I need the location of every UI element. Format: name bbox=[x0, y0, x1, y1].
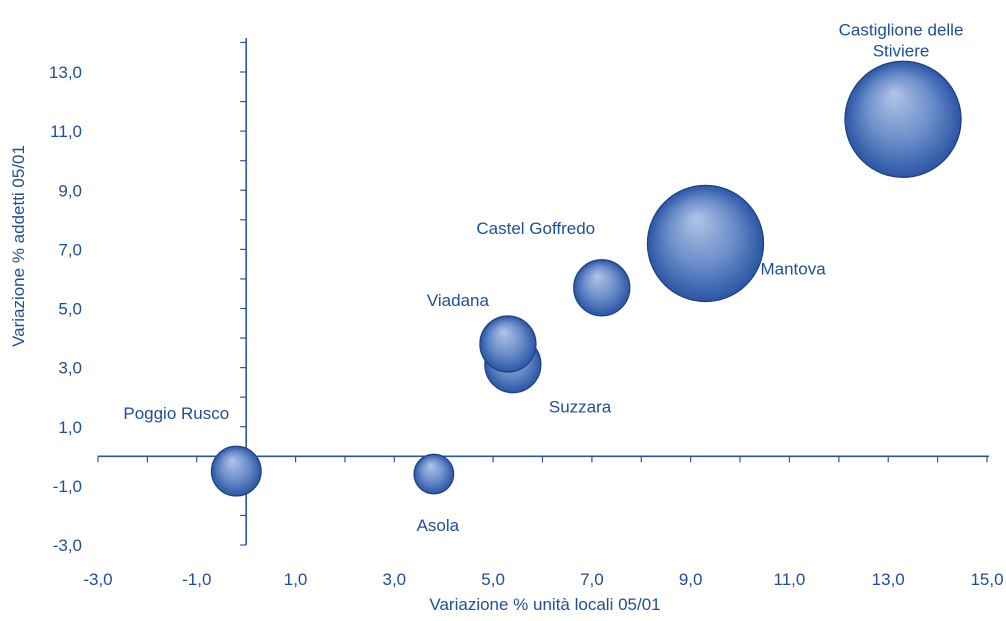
x-tick-label: -3,0 bbox=[83, 570, 112, 589]
bubble-label: Mantova bbox=[760, 259, 826, 278]
x-tick-label: 9,0 bbox=[679, 570, 703, 589]
y-tick-label: 13,0 bbox=[49, 63, 82, 82]
x-tick-label: 5,0 bbox=[481, 570, 505, 589]
y-tick-label: 9,0 bbox=[58, 181, 82, 200]
bubble-poggio-rusco bbox=[210, 445, 262, 497]
bubbles bbox=[210, 60, 962, 497]
bubble-castiglione-delle-stiviere bbox=[844, 60, 962, 178]
x-tick-label: 3,0 bbox=[383, 570, 407, 589]
x-tick-labels: -3,0 -1,0 1,0 3,0 5,0 7,0 9,0 11,0 13,0 15,0 bbox=[83, 570, 1003, 589]
x-tick-label: 13,0 bbox=[872, 570, 905, 589]
y-tick-label: 1,0 bbox=[58, 418, 82, 437]
y-tick-label: 7,0 bbox=[58, 240, 82, 259]
bubble-label: Castiglione delle Stiviere bbox=[839, 20, 964, 60]
y-axis-label: Variazione % addetti 05/01 bbox=[9, 145, 28, 347]
bubble-label: Viadana bbox=[427, 291, 490, 310]
y-tick-label: -1,0 bbox=[53, 477, 82, 496]
y-tick-label: -3,0 bbox=[53, 536, 82, 555]
bubble-castel-goffredo bbox=[573, 259, 631, 317]
x-tick-label: 1,0 bbox=[284, 570, 308, 589]
bubble-label: Poggio Rusco bbox=[123, 404, 229, 423]
x-tick-label: 11,0 bbox=[774, 570, 806, 589]
bubble-asola bbox=[413, 453, 455, 495]
bubble-label: Asola bbox=[417, 516, 460, 535]
bubble-labels: Poggio Rusco Asola Suzzara Viadana Castel Go… bbox=[123, 20, 963, 535]
y-tick-label: 5,0 bbox=[58, 300, 82, 319]
bubble-label: Suzzara bbox=[549, 398, 612, 417]
y-tick-label: 11,0 bbox=[50, 122, 82, 141]
bubble-label: Castel Goffredo bbox=[476, 219, 595, 238]
bubble-mantova bbox=[646, 184, 765, 303]
y-tick-label: 3,0 bbox=[58, 359, 82, 378]
y-tick-labels: -3,0 -1,0 1,0 3,0 5,0 7,0 9,0 11,0 13,0 bbox=[49, 63, 82, 555]
x-tick-label: -1,0 bbox=[182, 570, 211, 589]
x-tick-label: 15,0 bbox=[970, 570, 1003, 589]
x-tick-label: 7,0 bbox=[580, 570, 604, 589]
bubble-viadana bbox=[479, 315, 537, 373]
x-axis-label: Variazione % unità locali 05/01 bbox=[429, 595, 660, 614]
